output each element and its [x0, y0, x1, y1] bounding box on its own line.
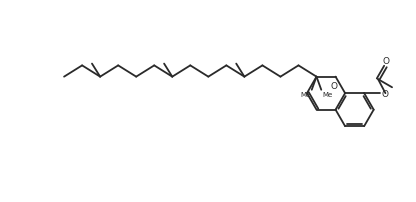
Text: Me: Me [300, 92, 310, 98]
Text: O: O [381, 89, 389, 98]
Text: Me: Me [323, 92, 333, 98]
Text: O: O [382, 56, 389, 65]
Text: O: O [331, 82, 338, 91]
